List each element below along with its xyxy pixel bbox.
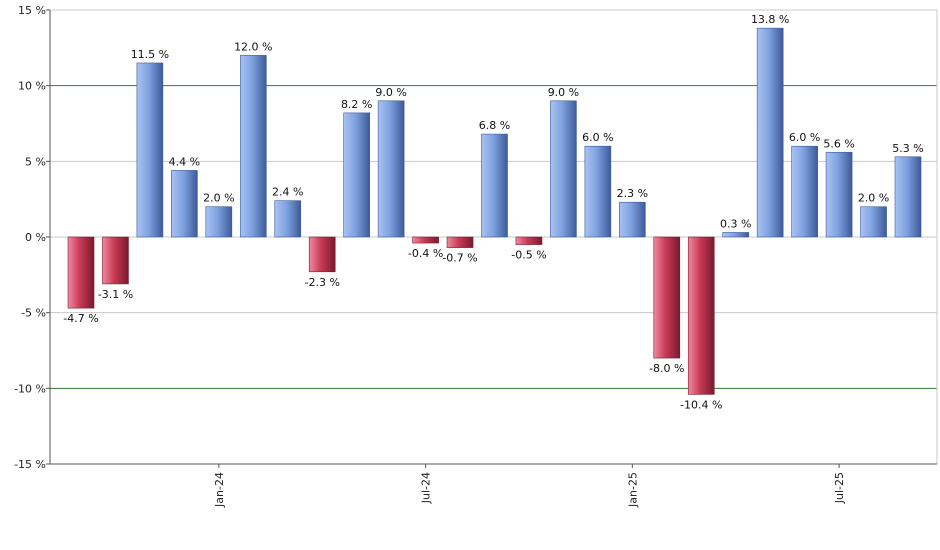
data-label: 9.0 % — [548, 86, 579, 99]
data-label: -0.7 % — [442, 252, 477, 265]
bar — [343, 112, 370, 238]
data-label: 12.0 % — [234, 40, 272, 53]
data-label: 8.2 % — [341, 98, 372, 111]
data-label: 2.0 % — [858, 192, 889, 205]
bar — [722, 232, 750, 238]
data-label: -10.4 % — [680, 398, 722, 411]
x-tick-label: Jul-24 — [420, 472, 433, 504]
bar — [67, 236, 95, 309]
data-label: 6.0 % — [582, 131, 613, 144]
bar — [136, 62, 164, 238]
bar — [687, 236, 715, 395]
bar — [412, 236, 439, 244]
data-label: 4.4 % — [169, 155, 200, 168]
bar — [894, 156, 922, 238]
axes: 15 % 10 % 5 % 0 % -5 % -10 % -15 % Jan-24 Jul-24… — [14, 4, 937, 508]
bar — [756, 27, 784, 238]
x-tick-label: Jul-25 — [833, 472, 846, 504]
bar — [825, 151, 853, 238]
data-labels: -4.7 %-3.1 % 11.5 % 4.4 % 2.0 % 12.0 % 2.4 % -… — [63, 13, 923, 411]
y-tick-label: 0 % — [25, 231, 46, 244]
bar — [171, 170, 198, 238]
bar — [619, 201, 646, 238]
bar — [791, 145, 818, 238]
bar — [481, 133, 508, 238]
data-label: -2.3 % — [304, 276, 339, 289]
bars — [67, 27, 922, 395]
x-tick-label: Jan-24 — [213, 472, 226, 508]
bar — [205, 206, 233, 238]
y-tick-label: -15 % — [14, 458, 46, 471]
data-label: 13.8 % — [751, 13, 789, 26]
data-label: 6.0 % — [789, 131, 820, 144]
bar — [550, 100, 577, 238]
data-label: 5.6 % — [823, 137, 854, 150]
data-label: 5.3 % — [892, 142, 923, 155]
bar — [102, 236, 129, 285]
data-label: -4.7 % — [63, 312, 98, 325]
data-label: 2.3 % — [617, 187, 648, 200]
y-tick-label: -10 % — [14, 382, 46, 395]
data-label: 2.4 % — [272, 186, 303, 199]
bar — [239, 55, 267, 238]
data-label: 11.5 % — [131, 48, 169, 61]
data-label: -0.4 % — [408, 247, 443, 260]
data-label: 0.3 % — [720, 217, 751, 230]
y-tick-label: 15 % — [18, 4, 46, 17]
bar — [860, 206, 887, 238]
bar — [584, 145, 612, 238]
data-label: 6.8 % — [479, 119, 510, 132]
y-tick-label: 10 % — [18, 80, 46, 93]
x-tick-label: Jan-25 — [626, 472, 639, 508]
bar — [308, 236, 336, 273]
data-label: 2.0 % — [203, 192, 234, 205]
bar — [446, 236, 474, 248]
bar — [377, 100, 405, 238]
data-label: -3.1 % — [98, 288, 133, 301]
bar — [653, 236, 681, 359]
data-label: -8.0 % — [649, 362, 684, 375]
bar — [274, 200, 302, 238]
data-label: 9.0 % — [375, 86, 406, 99]
y-tick-label: -5 % — [21, 307, 46, 320]
data-label: -0.5 % — [511, 249, 546, 262]
y-tick-label: 5 % — [25, 155, 46, 168]
bar — [515, 236, 543, 245]
